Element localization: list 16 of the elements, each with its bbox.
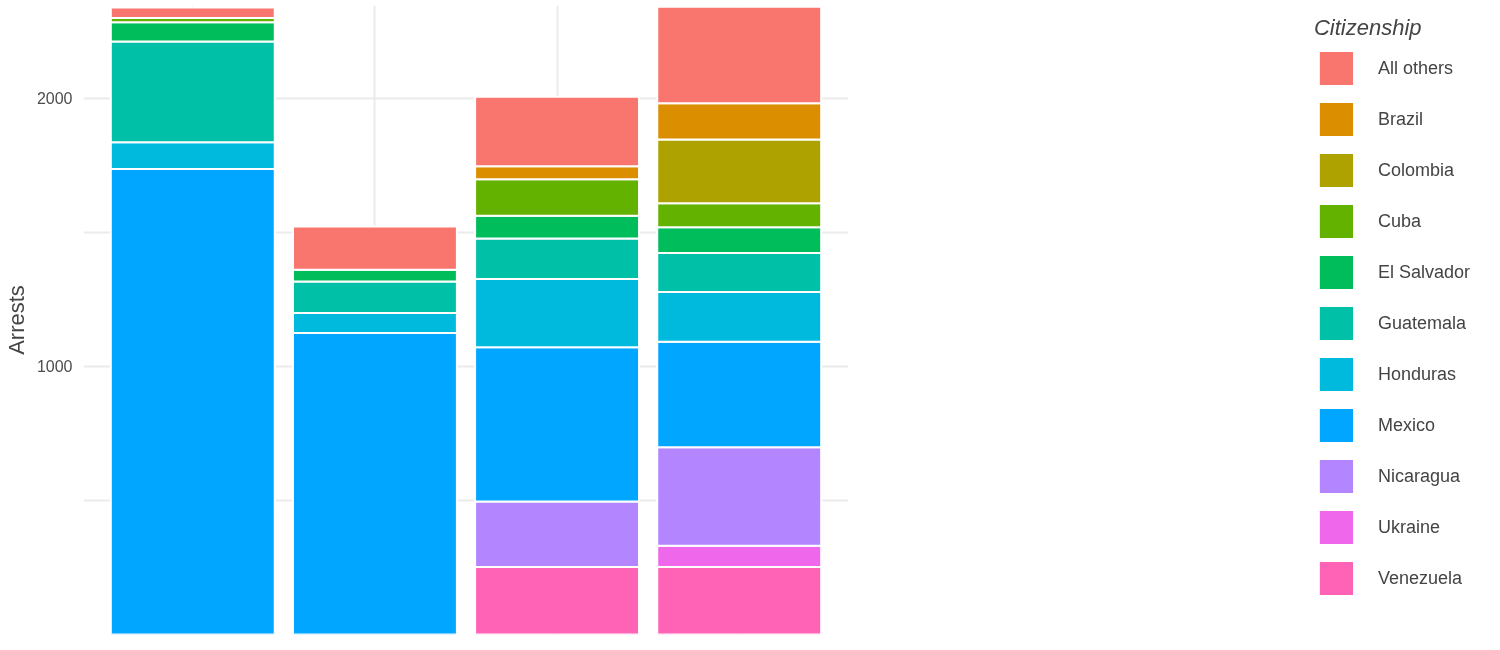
legend-label: Guatemala [1377,312,1466,334]
legend-label: Honduras [1377,363,1456,385]
y-tick-label: 2000 [36,90,73,108]
legend-label: Mexico [1377,414,1435,436]
y-tick-label: 1000 [36,358,73,376]
y-axis-title: Arrests [3,285,29,355]
legend-label: Nicaragua [1377,465,1460,487]
legend-label: Colombia [1377,159,1454,181]
legend-label: Cuba [1377,210,1421,232]
legend-title: Citizenship [1313,15,1423,41]
legend-label: Venezuela [1377,567,1463,589]
legend-label: Ukraine [1377,516,1440,538]
legend-label: All others [1377,57,1453,79]
legend-label: Brazil [1377,108,1423,130]
bar [109,6,276,20]
legend-label: El Salvador [1377,261,1470,283]
